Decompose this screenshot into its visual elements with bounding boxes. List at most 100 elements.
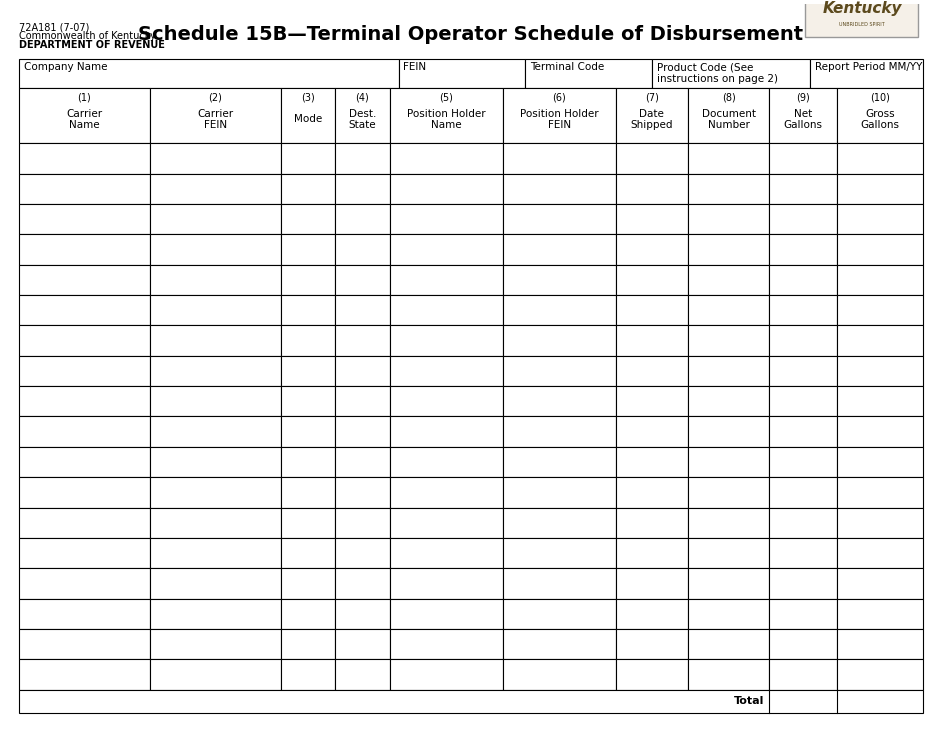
- Bar: [19, 60, 399, 88]
- Text: (7): (7): [645, 92, 658, 102]
- Bar: [19, 356, 150, 386]
- Bar: [281, 477, 335, 508]
- Text: Commonwealth of Kentucky: Commonwealth of Kentucky: [19, 32, 156, 41]
- Bar: [390, 538, 503, 568]
- Text: Document
Number: Document Number: [702, 109, 756, 130]
- Bar: [688, 447, 770, 477]
- Bar: [390, 143, 503, 173]
- Text: Position Holder
FEIN: Position Holder FEIN: [520, 109, 598, 130]
- Bar: [335, 477, 389, 508]
- Bar: [770, 447, 837, 477]
- Bar: [335, 295, 389, 326]
- Bar: [19, 143, 150, 173]
- Bar: [770, 88, 837, 143]
- Bar: [837, 295, 923, 326]
- Bar: [281, 598, 335, 629]
- Bar: [503, 356, 616, 386]
- Bar: [19, 88, 150, 143]
- Bar: [770, 326, 837, 356]
- Bar: [616, 326, 688, 356]
- Text: (3): (3): [301, 92, 315, 102]
- Bar: [281, 143, 335, 173]
- Bar: [616, 447, 688, 477]
- Bar: [770, 659, 837, 689]
- Bar: [837, 326, 923, 356]
- Bar: [335, 173, 389, 204]
- Text: Company Name: Company Name: [24, 62, 107, 72]
- Bar: [770, 477, 837, 508]
- Text: Terminal Code: Terminal Code: [530, 62, 604, 72]
- Bar: [150, 629, 281, 659]
- Bar: [688, 234, 770, 265]
- Bar: [335, 143, 389, 173]
- Bar: [335, 356, 389, 386]
- Bar: [770, 204, 837, 234]
- Bar: [390, 356, 503, 386]
- Bar: [688, 538, 770, 568]
- Bar: [770, 417, 837, 447]
- Bar: [837, 477, 923, 508]
- Bar: [688, 417, 770, 447]
- Bar: [688, 629, 770, 659]
- Bar: [616, 295, 688, 326]
- Text: (2): (2): [209, 92, 222, 102]
- Bar: [837, 173, 923, 204]
- Bar: [19, 659, 150, 689]
- Bar: [688, 88, 770, 143]
- Bar: [390, 508, 503, 538]
- Bar: [837, 538, 923, 568]
- Bar: [19, 326, 150, 356]
- Text: Net
Gallons: Net Gallons: [784, 109, 823, 130]
- Bar: [19, 386, 150, 417]
- Bar: [335, 265, 389, 295]
- Text: Date
Shipped: Date Shipped: [631, 109, 674, 130]
- Text: (10): (10): [870, 92, 890, 102]
- Text: (1): (1): [78, 92, 91, 102]
- Bar: [688, 659, 770, 689]
- Bar: [688, 173, 770, 204]
- Bar: [19, 447, 150, 477]
- Bar: [281, 447, 335, 477]
- Bar: [335, 417, 389, 447]
- Text: FEIN: FEIN: [404, 62, 427, 72]
- Bar: [150, 143, 281, 173]
- Bar: [335, 234, 389, 265]
- Bar: [19, 568, 150, 598]
- Bar: [335, 447, 389, 477]
- Bar: [837, 629, 923, 659]
- Bar: [335, 204, 389, 234]
- Bar: [281, 417, 335, 447]
- Bar: [770, 295, 837, 326]
- Bar: [150, 659, 281, 689]
- Bar: [616, 234, 688, 265]
- Text: DEPARTMENT OF REVENUE: DEPARTMENT OF REVENUE: [19, 40, 164, 50]
- Bar: [503, 417, 616, 447]
- Text: Position Holder
Name: Position Holder Name: [407, 109, 485, 130]
- Bar: [616, 598, 688, 629]
- Bar: [19, 477, 150, 508]
- Bar: [688, 265, 770, 295]
- Bar: [616, 568, 688, 598]
- Bar: [770, 629, 837, 659]
- Text: Product Code (See
instructions on page 2): Product Code (See instructions on page 2…: [656, 62, 778, 84]
- Bar: [837, 598, 923, 629]
- Bar: [390, 417, 503, 447]
- Bar: [335, 598, 389, 629]
- Bar: [19, 295, 150, 326]
- Bar: [150, 295, 281, 326]
- Bar: [150, 326, 281, 356]
- Bar: [19, 538, 150, 568]
- Bar: [335, 326, 389, 356]
- Bar: [616, 88, 688, 143]
- Text: Gross
Gallons: Gross Gallons: [861, 109, 900, 130]
- Bar: [525, 60, 652, 88]
- Bar: [390, 477, 503, 508]
- Bar: [335, 508, 389, 538]
- Bar: [281, 356, 335, 386]
- Bar: [770, 234, 837, 265]
- Text: (6): (6): [552, 92, 566, 102]
- Text: 72A181 (7-07): 72A181 (7-07): [19, 23, 89, 32]
- Bar: [150, 88, 281, 143]
- Bar: [837, 659, 923, 689]
- Text: Schedule 15B—Terminal Operator Schedule of Disbursement: Schedule 15B—Terminal Operator Schedule …: [139, 25, 804, 44]
